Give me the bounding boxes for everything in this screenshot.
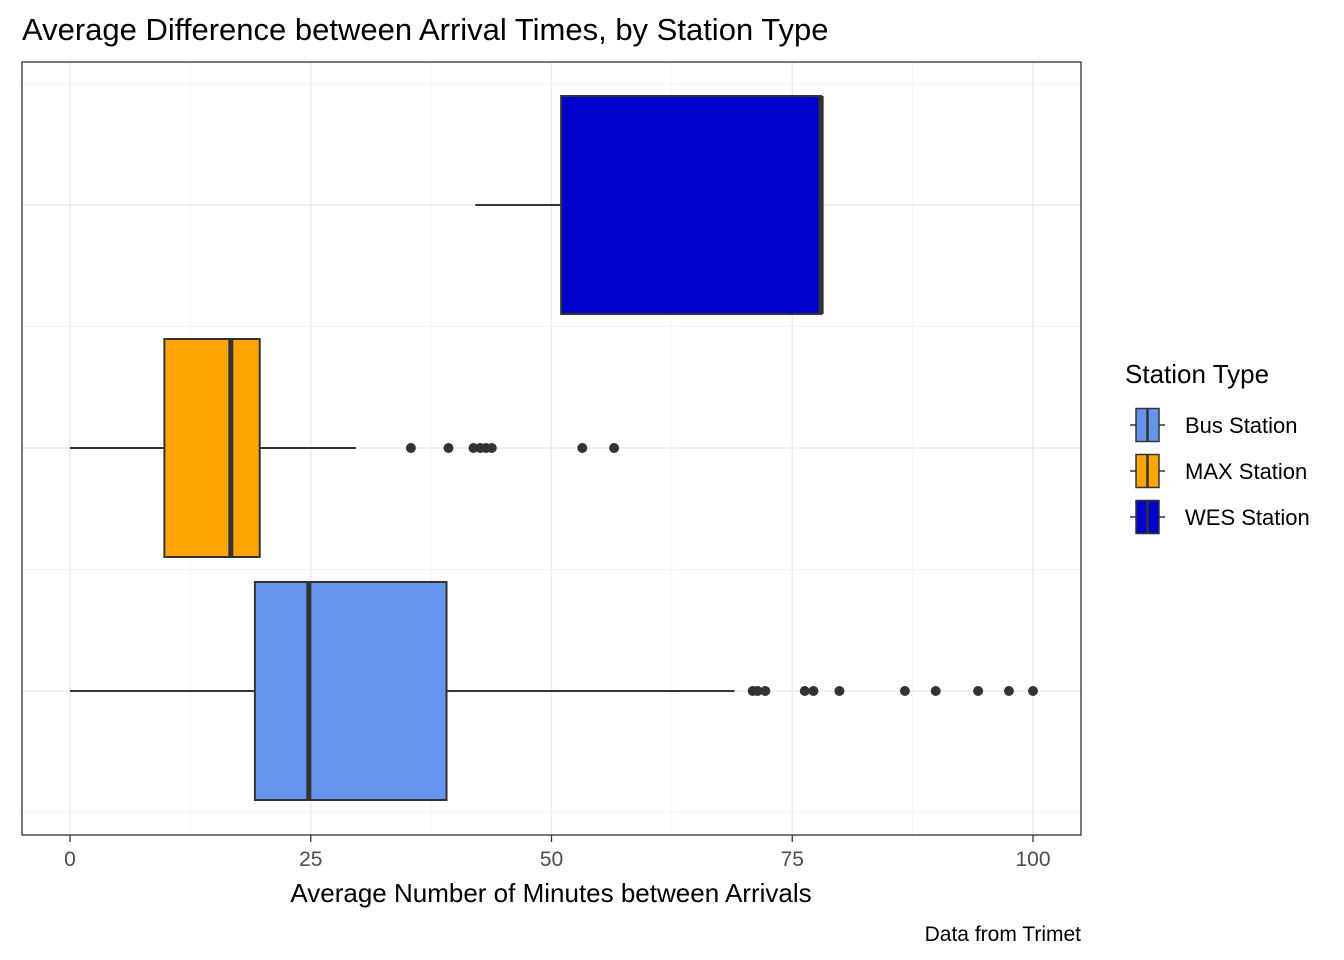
boxplots <box>70 95 1038 801</box>
plot-panel <box>21 61 1082 836</box>
outlier-point <box>405 443 416 453</box>
x-tick-label: 25 <box>299 848 322 871</box>
outlier-point <box>930 686 941 696</box>
x-tick-label: 0 <box>64 848 76 871</box>
box <box>253 581 448 801</box>
outlier-point <box>577 443 588 453</box>
outlier-point <box>760 686 771 696</box>
outlier-point <box>1028 686 1038 696</box>
boxplot-bus-station <box>70 581 1038 801</box>
legend-label: WES Station <box>1185 505 1310 530</box>
boxplot-wes-station <box>475 95 824 315</box>
outlier-point <box>899 686 910 696</box>
outlier-point <box>834 686 845 696</box>
legend-title: Station Type <box>1125 359 1269 389</box>
legend: Station Type Bus Station MAX Station WES S… <box>1125 359 1310 535</box>
x-tick-label: 100 <box>1015 848 1050 871</box>
box <box>560 95 823 315</box>
legend-item-max-station: MAX Station <box>1130 453 1307 489</box>
outlier-point <box>752 686 763 696</box>
x-axis-label: Average Number of Minutes between Arriva… <box>290 878 811 908</box>
legend-label: Bus Station <box>1185 413 1298 438</box>
outlier-point <box>609 443 620 453</box>
outlier-point <box>486 443 497 453</box>
outlier-point <box>808 686 819 696</box>
x-tick-label: 75 <box>781 848 804 871</box>
outlier-point <box>973 686 984 696</box>
outlier-point <box>1003 686 1014 696</box>
boxplot-max-station <box>70 338 620 558</box>
x-axis: 0 25 50 75 100 <box>64 835 1051 871</box>
caption: Data from Trimet <box>925 923 1082 946</box>
legend-item-bus-station: Bus Station <box>1130 407 1298 443</box>
outlier-point <box>443 443 454 453</box>
legend-label: MAX Station <box>1185 459 1307 484</box>
chart-title: Average Difference between Arrival Times… <box>22 12 828 47</box>
box <box>163 338 261 558</box>
legend-items: Bus Station MAX Station WES Station <box>1130 407 1310 535</box>
legend-item-wes-station: WES Station <box>1130 499 1310 535</box>
x-tick-label: 50 <box>540 848 563 871</box>
outlier-point <box>799 686 810 696</box>
